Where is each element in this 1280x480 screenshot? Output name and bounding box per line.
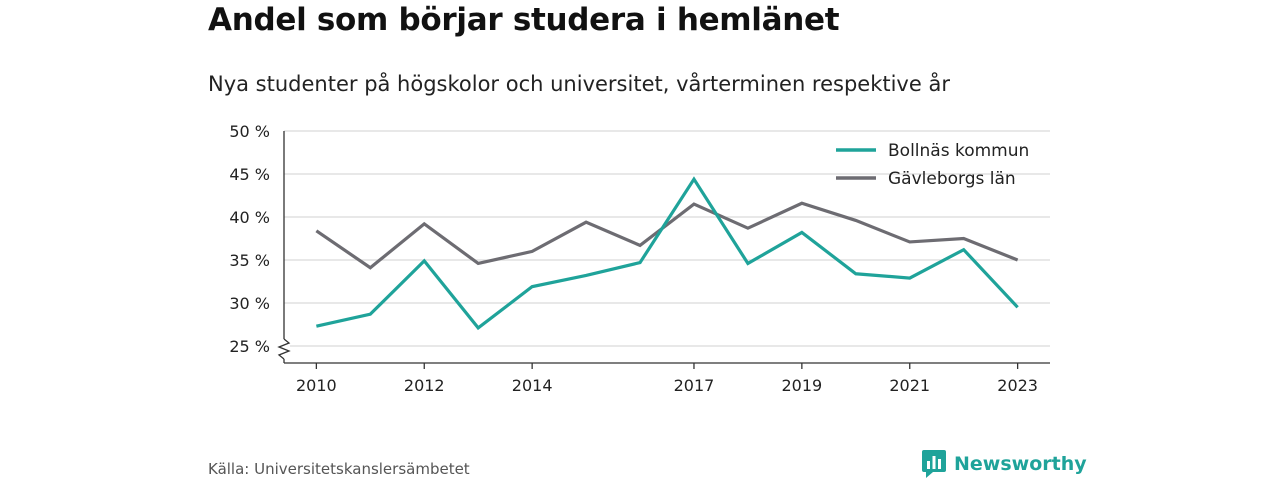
- brand-logo: Newsworthy: [922, 450, 1087, 478]
- legend: Bollnäs kommun Gävleborgs län: [836, 141, 1029, 189]
- line-chart: 25 % 30 % 35 % 40 % 45 % 50 % 2010 2012 2014 2017…: [229, 122, 1050, 395]
- legend-label: Bollnäs kommun: [888, 141, 1029, 161]
- y-tick-label: 25 %: [229, 337, 270, 356]
- y-tick-label: 40 %: [229, 208, 270, 227]
- x-tick-label: 2012: [404, 376, 445, 395]
- series-lines: [315, 176, 1019, 331]
- series-line-1: [315, 201, 1019, 270]
- x-tick-label: 2021: [889, 376, 930, 395]
- y-tick-label: 45 %: [229, 165, 270, 184]
- bar-chart-icon: [922, 450, 946, 478]
- axis-break-icon: [277, 338, 291, 360]
- brand-name: Newsworthy: [954, 453, 1087, 475]
- x-tick-label: 2014: [512, 376, 553, 395]
- x-tick-label: 2023: [997, 376, 1038, 395]
- x-tick-label: 2019: [781, 376, 822, 395]
- source-note: Källa: Universitetskanslersämbetet: [208, 460, 470, 478]
- y-tick-label: 30 %: [229, 294, 270, 313]
- axes: 25 % 30 % 35 % 40 % 45 % 50 % 2010 2012 2014 2017…: [229, 122, 1050, 395]
- y-tick-label: 50 %: [229, 122, 270, 141]
- y-tick-label: 35 %: [229, 251, 270, 270]
- x-tick-label: 2017: [674, 376, 715, 395]
- chart-title: Andel som börjar studera i hemlänet: [208, 2, 840, 38]
- gridlines: [284, 130, 1050, 347]
- chart-subtitle: Nya studenter på högskolor och universit…: [208, 72, 950, 96]
- series-line-0: [316, 176, 1019, 331]
- legend-label: Gävleborgs län: [888, 169, 1016, 189]
- x-tick-label: 2010: [296, 376, 337, 395]
